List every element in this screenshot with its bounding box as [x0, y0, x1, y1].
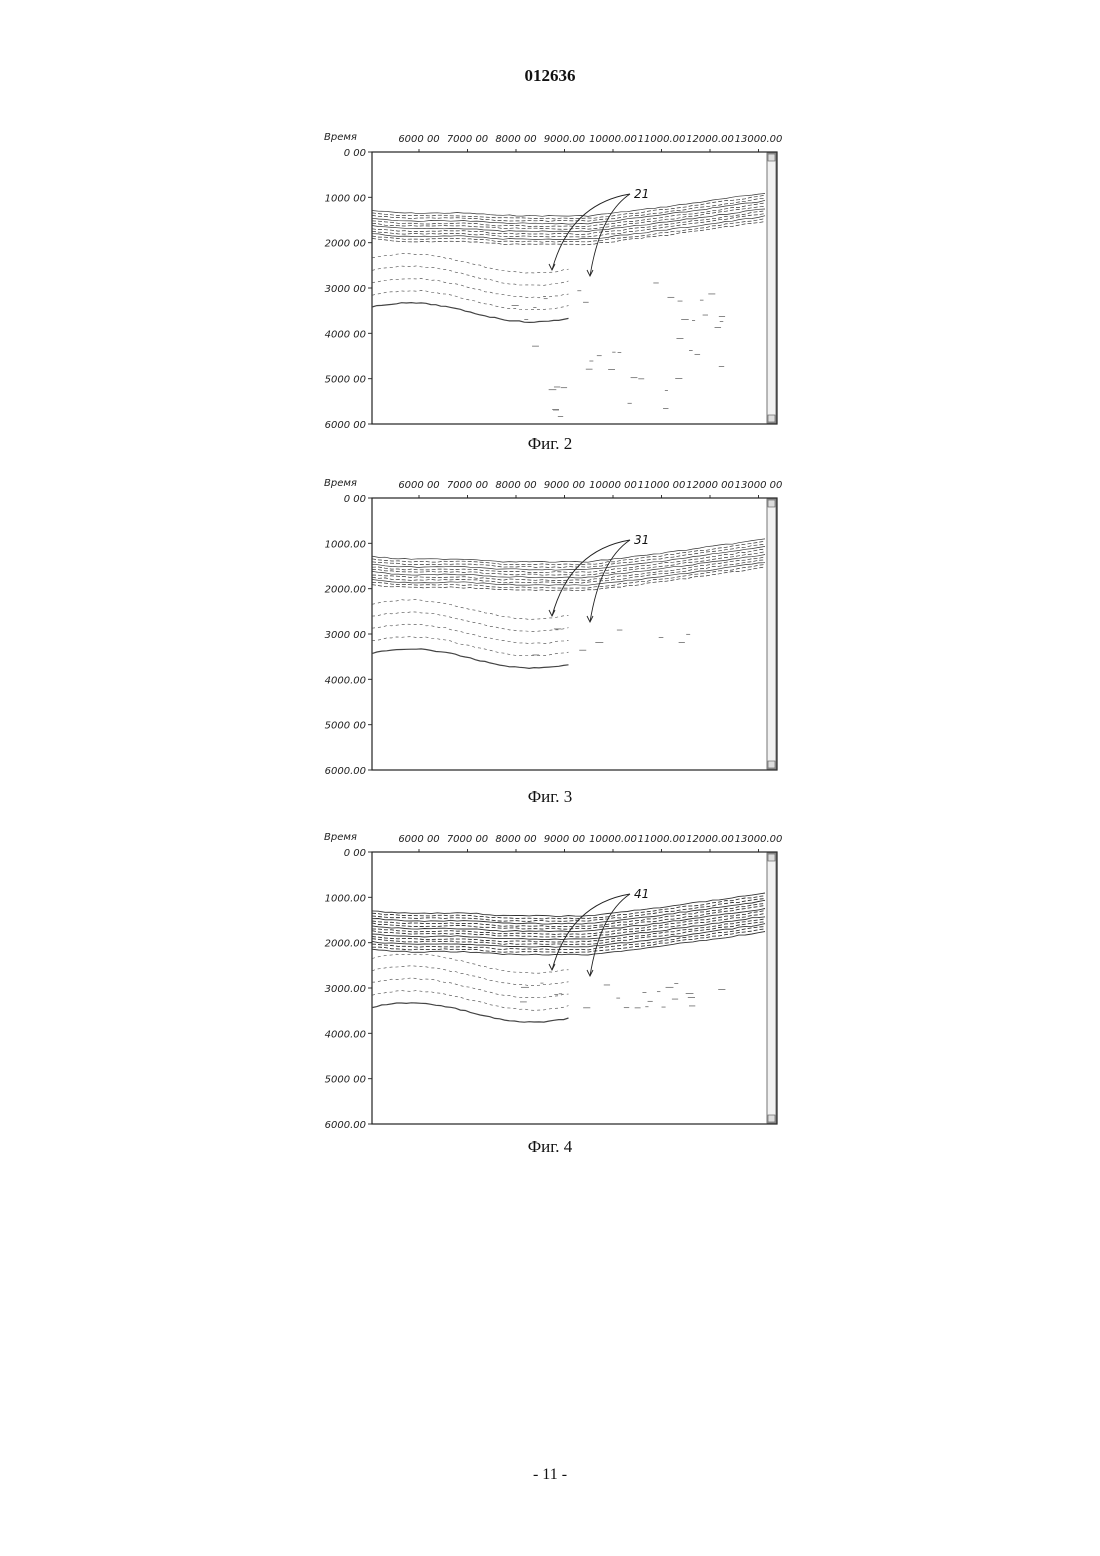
seismic-section-plot: Время 6000 00 7000 00 8000 00 9000 00 10000.0… [310, 828, 790, 1138]
x-tick-label: 13000.00 [735, 134, 783, 145]
figure-caption: Фиг. 2 [310, 434, 790, 454]
x-tick-label: 7000 00 [447, 480, 488, 491]
y-tick-label: 1000.00 [325, 893, 366, 904]
x-tick-label: 8000 00 [495, 834, 536, 845]
x-tick-label: 6000 00 [398, 134, 439, 145]
seismic-reflectors [372, 539, 765, 669]
scroll-up-arrow-icon[interactable] [768, 500, 775, 507]
x-tick-label: 9000 00 [544, 834, 585, 845]
x-tick-label: 8000 00 [495, 134, 536, 145]
seismic-reflectors [372, 893, 765, 1022]
seismic-section-plot: Время 6000 00 7000 00 8000 00 9000 00 10000 0… [310, 474, 790, 784]
arrowhead-icon [549, 264, 555, 270]
y-tick-label: 2000.00 [325, 585, 366, 596]
y-tick-label: 2000.00 [325, 939, 366, 950]
page-number: - 11 - [0, 1466, 1100, 1484]
figure-caption: Фиг. 3 [310, 787, 790, 807]
plot-frame [372, 152, 777, 424]
arrowhead-icon [549, 964, 555, 970]
callout-arrow [552, 894, 630, 970]
x-tick-label: 7000 00 [447, 134, 488, 145]
y-axis-title: Время [324, 478, 357, 489]
callout-label: 41 [634, 887, 649, 901]
y-tick-label: 6000.00 [325, 766, 366, 777]
callout-label: 31 [634, 533, 649, 547]
y-tick-label: 1000.00 [325, 539, 366, 550]
seismic-figure-3: Время 6000 00 7000 00 8000 00 9000 00 10000 0… [310, 474, 790, 814]
y-tick-label: 3000 00 [325, 284, 366, 295]
callout-arrow [552, 540, 630, 616]
arrowhead-icon [587, 970, 593, 976]
y-tick-label: 5000 00 [325, 1075, 366, 1086]
arrowhead-icon [587, 616, 593, 622]
y-tick-label: 1000 00 [325, 193, 366, 204]
y-tick-label: 0 00 [344, 148, 366, 159]
scrollbar[interactable] [767, 153, 776, 423]
scrollbar[interactable] [767, 853, 776, 1123]
x-tick-label: 6000 00 [398, 834, 439, 845]
document-number: 012636 [0, 66, 1100, 86]
y-tick-label: 5000 00 [325, 375, 366, 386]
x-tick-label: 10000 00 [589, 480, 637, 491]
y-tick-label: 0 00 [344, 848, 366, 859]
x-tick-label: 10000.00 [589, 834, 637, 845]
callout-label: 21 [634, 187, 649, 201]
y-tick-label: 4000 00 [325, 329, 366, 340]
plot-frame [372, 852, 777, 1124]
x-tick-label: 12000 00 [686, 480, 734, 491]
x-tick-label: 10000.00 [589, 134, 637, 145]
y-axis-title: Время [324, 132, 357, 143]
y-tick-label: 3000.00 [325, 984, 366, 995]
x-tick-label: 9000.00 [544, 134, 585, 145]
scrollbar[interactable] [767, 499, 776, 769]
y-tick-label: 3000 00 [325, 630, 366, 641]
x-tick-label: 13000.00 [735, 834, 783, 845]
seismic-section-plot: Время 6000 00 7000 00 8000 00 9000.00 10000.0… [310, 128, 790, 433]
seismic-reflectors [372, 194, 765, 417]
scroll-down-arrow-icon[interactable] [768, 1115, 775, 1122]
y-tick-label: 4000.00 [325, 1029, 366, 1040]
scroll-down-arrow-icon[interactable] [768, 761, 775, 768]
y-tick-label: 0 00 [344, 494, 366, 505]
x-tick-label: 8000 00 [495, 480, 536, 491]
arrowhead-icon [549, 610, 555, 616]
scroll-down-arrow-icon[interactable] [768, 415, 775, 422]
arrowhead-icon [587, 270, 593, 276]
seismic-figure-2: Время 6000 00 7000 00 8000 00 9000.00 10000.0… [310, 128, 790, 468]
x-tick-label: 12000.00 [686, 834, 734, 845]
plot-frame [372, 498, 777, 770]
callout-arrow [552, 194, 630, 270]
y-tick-label: 6000.00 [325, 1120, 366, 1131]
y-tick-label: 2000 00 [325, 239, 366, 250]
x-tick-label: 11000 00 [638, 480, 686, 491]
y-axis-title: Время [324, 832, 357, 843]
y-tick-label: 6000 00 [325, 420, 366, 431]
x-tick-label: 11000.00 [638, 834, 686, 845]
x-tick-label: 13000 00 [735, 480, 783, 491]
scroll-up-arrow-icon[interactable] [768, 854, 775, 861]
x-tick-label: 7000 00 [447, 834, 488, 845]
y-tick-label: 5000 00 [325, 721, 366, 732]
x-tick-label: 11000.00 [638, 134, 686, 145]
seismic-figure-4: Время 6000 00 7000 00 8000 00 9000 00 10000.0… [310, 828, 790, 1168]
x-tick-label: 6000 00 [398, 480, 439, 491]
scroll-up-arrow-icon[interactable] [768, 154, 775, 161]
figure-caption: Фиг. 4 [310, 1137, 790, 1157]
x-tick-label: 12000.00 [686, 134, 734, 145]
y-tick-label: 4000.00 [325, 675, 366, 686]
x-tick-label: 9000 00 [544, 480, 585, 491]
